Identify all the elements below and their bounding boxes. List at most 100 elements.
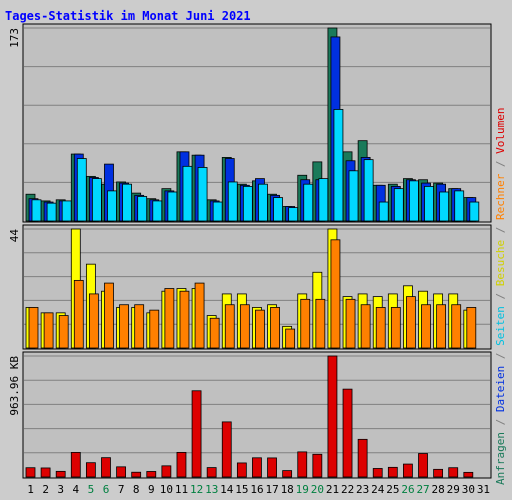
bar-rechner-day-23 <box>360 304 371 349</box>
bar-seiten-day-22 <box>348 170 359 222</box>
bar-volumen-day-3 <box>55 470 66 478</box>
x-tick-label-day-21: 21 <box>326 483 339 496</box>
bar-volumen-day-25 <box>387 466 398 478</box>
x-tick-label-day-10: 10 <box>160 483 173 496</box>
bar-volumen-day-17 <box>267 457 277 478</box>
max-label-top: 173 <box>8 28 21 48</box>
x-tick-label-day-28: 28 <box>432 483 445 496</box>
bar-rechner-day-15 <box>239 304 250 349</box>
x-tick-label-day-2: 2 <box>42 483 49 496</box>
x-tick-label-day-6: 6 <box>103 483 110 496</box>
bar-rechner-day-28 <box>436 304 447 349</box>
x-tick-label-day-15: 15 <box>235 483 248 496</box>
bar-rechner-day-26 <box>406 296 416 349</box>
bar-seiten-day-7 <box>122 183 132 222</box>
bar-seiten-day-2 <box>46 202 57 222</box>
bar-seiten-day-12 <box>197 167 208 222</box>
bar-volumen-day-23 <box>357 438 368 478</box>
legend-entry: Besuche <box>494 240 507 286</box>
x-tick-label-day-14: 14 <box>220 483 234 496</box>
bar-seiten-day-10 <box>167 191 178 222</box>
bar-rechner-day-2 <box>43 312 54 349</box>
x-tick-label-day-24: 24 <box>371 483 385 496</box>
bar-volumen-day-26 <box>403 463 413 478</box>
panel-bottom: 963.96 KB <box>8 351 492 479</box>
legend-entry: / <box>494 154 507 174</box>
bar-volumen-day-18 <box>282 470 293 478</box>
bar-seiten-day-19 <box>303 183 314 222</box>
x-tick-label-day-11: 11 <box>175 483 188 496</box>
bar-volumen-day-13 <box>206 467 217 478</box>
bar-seiten-day-20 <box>318 178 329 222</box>
bar-volumen-day-4 <box>70 451 81 478</box>
legend-entry: Seiten <box>494 306 507 346</box>
bar-rechner-day-10 <box>164 288 175 349</box>
bar-seiten-day-29 <box>454 190 465 222</box>
bar-seiten-day-28 <box>439 191 450 222</box>
bar-rechner-day-5 <box>88 293 99 349</box>
bar-volumen-day-29 <box>448 467 459 478</box>
bar-rechner-day-24 <box>375 307 386 349</box>
legend-entry: / <box>494 286 507 306</box>
bar-rechner-day-30 <box>466 307 477 349</box>
legend-entry: Rechner <box>494 173 507 220</box>
bar-seiten-day-27 <box>424 186 434 222</box>
legend-entry: Volumen <box>494 107 507 153</box>
bar-seiten-day-26 <box>409 180 419 222</box>
legend-entry: / <box>494 220 507 240</box>
bar-seiten-day-15 <box>242 186 253 222</box>
bar-rechner-day-13 <box>209 317 220 349</box>
legend-entry: Dateien <box>494 366 507 412</box>
max-label-middle: 44 <box>8 229 21 243</box>
x-tick-label-day-19: 19 <box>296 483 309 496</box>
bar-rechner-day-3 <box>58 315 69 349</box>
bar-seiten-day-16 <box>258 183 268 222</box>
bar-seiten-day-1 <box>31 199 42 222</box>
bar-rechner-day-7 <box>119 304 129 349</box>
max-label-bottom: 963.96 KB <box>8 356 21 416</box>
x-tick-label-day-17: 17 <box>265 483 278 496</box>
x-tick-label-day-30: 30 <box>462 483 475 496</box>
x-tick-label-day-23: 23 <box>356 483 369 496</box>
bar-seiten-day-4 <box>76 158 87 222</box>
panel-middle: 44 <box>8 224 492 350</box>
panel-background <box>22 351 492 479</box>
bar-rechner-day-1 <box>28 307 39 349</box>
bar-seiten-day-3 <box>61 200 72 222</box>
bar-rechner-day-19 <box>300 298 311 349</box>
bar-seiten-day-25 <box>393 188 404 222</box>
bar-volumen-day-5 <box>85 462 96 478</box>
bar-volumen-day-28 <box>433 468 444 478</box>
bar-seiten-day-17 <box>273 197 283 222</box>
x-tick-label-day-16: 16 <box>250 483 263 496</box>
x-tick-label-day-12: 12 <box>190 483 203 496</box>
bar-rechner-day-16 <box>255 309 265 349</box>
bar-seiten-day-9 <box>152 200 163 222</box>
x-tick-label-day-3: 3 <box>57 483 64 496</box>
x-tick-label-day-29: 29 <box>447 483 460 496</box>
bar-rechner-day-29 <box>451 304 462 349</box>
x-tick-label-day-31: 31 <box>477 483 490 496</box>
bar-seiten-day-24 <box>378 201 389 222</box>
bar-seiten-day-23 <box>363 159 374 222</box>
bar-rechner-day-17 <box>270 307 280 349</box>
x-tick-label-day-20: 20 <box>311 483 324 496</box>
x-tick-label-day-7: 7 <box>118 483 125 496</box>
bar-seiten-day-13 <box>212 201 223 222</box>
bar-rechner-day-21 <box>330 239 341 349</box>
bar-volumen-day-11 <box>176 451 187 478</box>
bar-rechner-day-25 <box>390 307 401 349</box>
bar-volumen-day-1 <box>25 467 36 478</box>
bar-rechner-day-14 <box>224 304 235 349</box>
bar-rechner-day-8 <box>134 304 145 349</box>
bar-seiten-day-5 <box>91 178 102 222</box>
panel-top: 173 <box>8 23 492 223</box>
bar-seiten-day-11 <box>182 165 193 222</box>
x-tick-label-day-13: 13 <box>205 483 218 496</box>
x-tick-label-day-4: 4 <box>73 483 80 496</box>
bar-seiten-day-18 <box>288 207 299 222</box>
bar-volumen-day-12 <box>191 390 202 478</box>
